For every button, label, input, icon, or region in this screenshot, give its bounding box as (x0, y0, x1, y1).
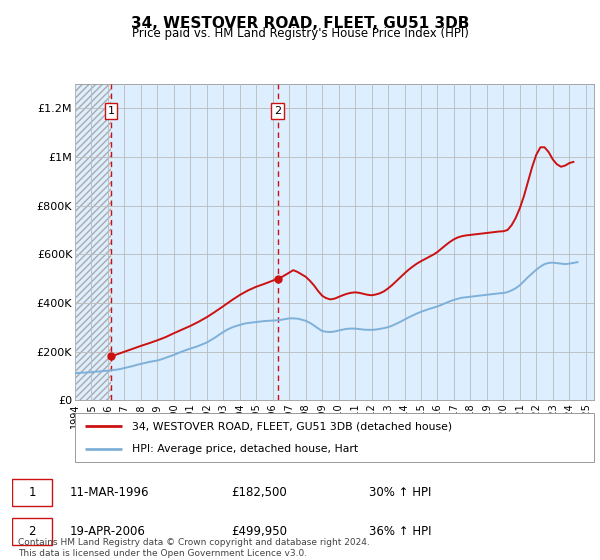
Text: Price paid vs. HM Land Registry's House Price Index (HPI): Price paid vs. HM Land Registry's House … (131, 27, 469, 40)
FancyBboxPatch shape (12, 479, 52, 506)
Text: 2: 2 (274, 106, 281, 116)
Text: 34, WESTOVER ROAD, FLEET, GU51 3DB: 34, WESTOVER ROAD, FLEET, GU51 3DB (131, 16, 469, 31)
Text: Contains HM Land Registry data © Crown copyright and database right 2024.
This d: Contains HM Land Registry data © Crown c… (18, 538, 370, 558)
FancyBboxPatch shape (12, 518, 52, 545)
Text: 30% ↑ HPI: 30% ↑ HPI (369, 486, 431, 499)
Text: 1: 1 (107, 106, 115, 116)
Text: 19-APR-2006: 19-APR-2006 (70, 525, 145, 538)
Text: 11-MAR-1996: 11-MAR-1996 (70, 486, 149, 499)
Text: 1: 1 (28, 486, 36, 499)
Text: HPI: Average price, detached house, Hart: HPI: Average price, detached house, Hart (132, 444, 358, 454)
Text: 2: 2 (28, 525, 36, 538)
Text: 34, WESTOVER ROAD, FLEET, GU51 3DB (detached house): 34, WESTOVER ROAD, FLEET, GU51 3DB (deta… (132, 421, 452, 431)
Text: 36% ↑ HPI: 36% ↑ HPI (369, 525, 431, 538)
FancyBboxPatch shape (75, 413, 594, 462)
Text: £499,950: £499,950 (231, 525, 287, 538)
Text: £182,500: £182,500 (231, 486, 287, 499)
